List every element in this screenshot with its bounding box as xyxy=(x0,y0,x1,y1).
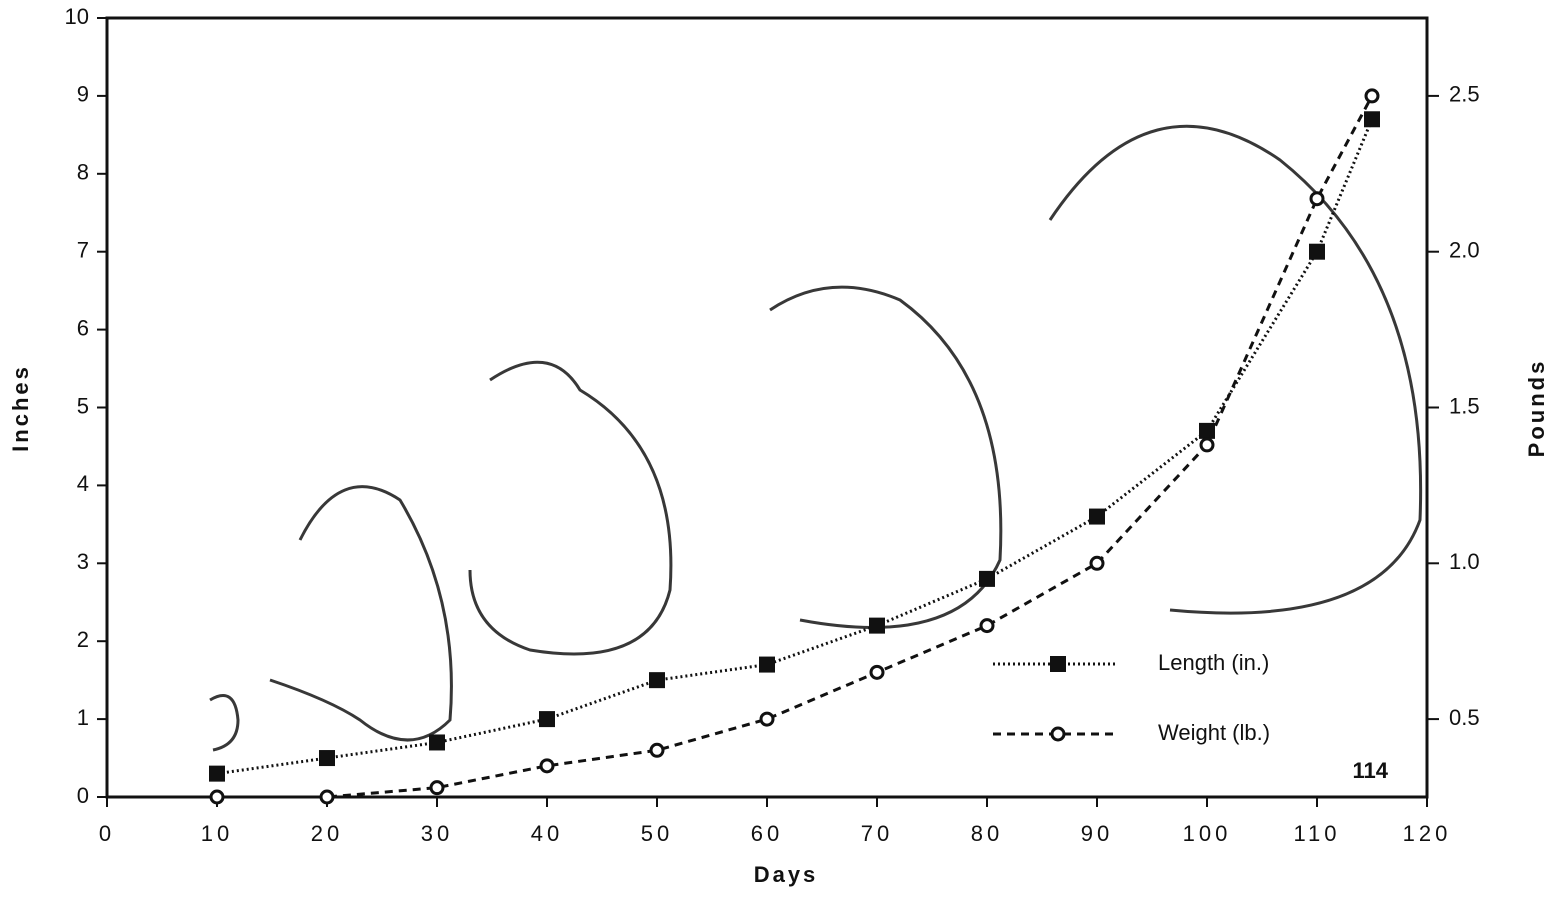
x-tick-label: 90 xyxy=(1081,821,1113,846)
series-line xyxy=(216,118,1374,776)
marker xyxy=(1089,555,1105,571)
marker xyxy=(1364,88,1380,104)
legend-label: Weight (lb.) xyxy=(1158,720,1270,745)
x-tick-label: 80 xyxy=(971,821,1003,846)
y2-tick-label: 1.5 xyxy=(1449,393,1480,418)
y-tick-label: 6 xyxy=(77,315,89,340)
marker xyxy=(209,789,225,805)
y-tick-label: 3 xyxy=(77,549,89,574)
y2-tick-label: 2.0 xyxy=(1449,238,1480,263)
x-tick-label: 70 xyxy=(861,821,893,846)
marker xyxy=(1364,111,1380,128)
marker xyxy=(649,742,665,758)
marker xyxy=(1199,422,1215,439)
y-tick-label: 7 xyxy=(77,238,89,263)
marker xyxy=(759,711,775,727)
marker xyxy=(649,672,665,689)
marker xyxy=(429,780,445,796)
illustration xyxy=(209,124,1423,752)
x-tick-label: 120 xyxy=(1403,821,1452,846)
marker xyxy=(869,617,885,634)
legend-marker xyxy=(1050,656,1066,672)
marker xyxy=(1309,191,1325,207)
x-tick-label: 50 xyxy=(641,821,673,846)
y-tick-label: 8 xyxy=(77,160,89,185)
marker xyxy=(869,664,885,680)
y-tick-label: 0 xyxy=(77,783,89,808)
x-tick-label: 40 xyxy=(531,821,563,846)
marker xyxy=(759,656,775,673)
y2-tick-label: 2.5 xyxy=(1449,82,1480,107)
x-axis-title: Days xyxy=(754,862,819,887)
marker xyxy=(979,618,995,634)
y-tick-label: 2 xyxy=(77,627,89,652)
marker xyxy=(539,711,555,728)
x-tick-label: 20 xyxy=(311,821,343,846)
marker xyxy=(1309,243,1325,260)
legend-marker xyxy=(1050,726,1066,742)
y-tick-label: 9 xyxy=(77,82,89,107)
marker xyxy=(429,734,445,751)
marker xyxy=(539,758,555,774)
legend-label: Length (in.) xyxy=(1158,650,1269,675)
series-line xyxy=(217,95,1374,799)
y-axis-title: Inches xyxy=(8,364,33,452)
marker xyxy=(1089,508,1105,525)
x-tick-label: 10 xyxy=(201,821,233,846)
y2-tick-label: 1.0 xyxy=(1449,549,1480,574)
marker xyxy=(209,765,225,782)
y-tick-label: 5 xyxy=(77,393,89,418)
marker xyxy=(319,789,335,805)
y-tick-label: 4 xyxy=(77,471,89,496)
x-tick-label: 110 xyxy=(1293,821,1340,846)
x-tick-label: 60 xyxy=(751,821,783,846)
marker xyxy=(319,750,335,767)
x-tick-label: 100 xyxy=(1183,821,1232,846)
y2-tick-label: 0.5 xyxy=(1449,705,1480,730)
y-tick-label: 10 xyxy=(65,4,89,29)
y2-axis-title: Pounds xyxy=(1524,359,1549,458)
marker xyxy=(979,570,995,587)
x-tick-label: 30 xyxy=(421,821,453,846)
marker xyxy=(1199,437,1215,453)
x-tick-label: 0 xyxy=(99,821,115,846)
annotation: 114 xyxy=(1353,758,1389,783)
y-tick-label: 1 xyxy=(77,705,89,730)
